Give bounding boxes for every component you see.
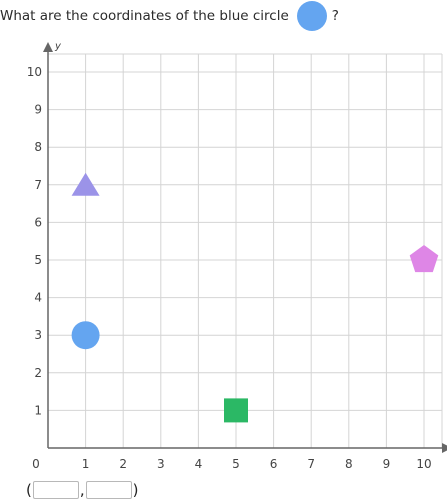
pink-pentagon-point (409, 245, 439, 273)
coordinate-plane: xy01234567891012345678910 (27, 41, 447, 470)
comma: , (79, 481, 85, 499)
y-tick-label: 5 (34, 253, 42, 267)
purple-triangle-point (71, 172, 100, 196)
y-tick-label: 7 (34, 178, 42, 192)
y-tick-label: 8 (34, 140, 42, 154)
y-tick-label: 3 (34, 328, 42, 342)
x-tick-label: 5 (232, 457, 240, 470)
x-tick-label: 4 (195, 457, 203, 470)
x-tick-label: 7 (307, 457, 315, 470)
y-axis-arrow-icon (43, 42, 53, 52)
y-tick-label: 9 (34, 103, 42, 117)
x-coordinate-input[interactable] (32, 481, 79, 499)
y-tick-label: 2 (34, 366, 42, 380)
x-axis-arrow-icon (442, 443, 447, 453)
x-tick-label: 9 (383, 457, 391, 470)
green-square-point (224, 398, 248, 423)
blue-circle-point (71, 321, 100, 350)
x-tick-label: 0 (32, 457, 40, 470)
close-paren: ) (132, 481, 139, 499)
answer-row: ( , ) (26, 480, 139, 500)
y-tick-label: 1 (34, 403, 42, 417)
y-tick-label: 4 (34, 291, 42, 305)
y-tick-label: 10 (27, 65, 42, 79)
x-tick-label: 8 (345, 457, 353, 470)
x-tick-label: 3 (157, 457, 165, 470)
y-tick-label: 6 (34, 215, 42, 229)
open-paren: ( (26, 481, 32, 499)
x-tick-label: 6 (270, 457, 278, 470)
question-mark: ? (331, 8, 339, 24)
blue-circle-icon (296, 1, 327, 31)
y-coordinate-input[interactable] (85, 481, 132, 499)
question-text: What are the coordinates of the blue cir… (0, 8, 289, 24)
x-tick-label: 1 (82, 457, 90, 470)
question-prompt: What are the coordinates of the blue cir… (0, 0, 339, 32)
x-tick-label: 2 (119, 457, 127, 470)
y-axis-label: y (54, 41, 62, 52)
x-tick-label: 10 (416, 457, 431, 470)
